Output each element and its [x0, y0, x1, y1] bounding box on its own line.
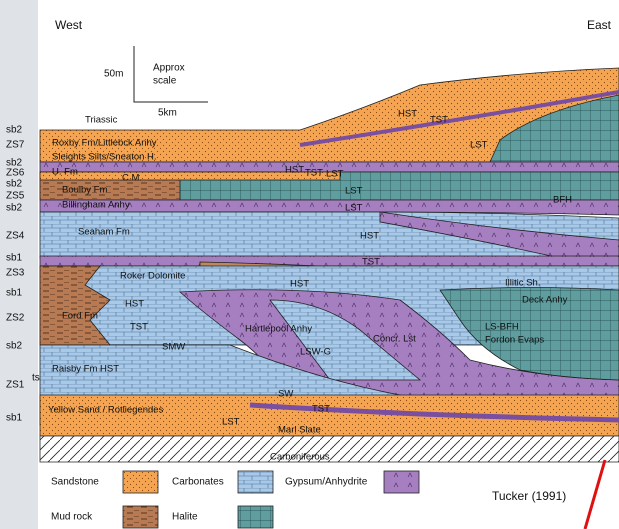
zone-label: ts	[32, 373, 40, 384]
unit-label: TST	[430, 115, 448, 126]
unit-label: SMW	[162, 342, 185, 353]
scale-note: scale	[153, 76, 177, 87]
unit-label: SW	[278, 389, 293, 400]
credit: Tucker (1991)	[492, 489, 566, 503]
zone-label: sb2	[6, 179, 23, 190]
unit-label: HST	[290, 279, 309, 290]
unit-label: BFH	[553, 195, 572, 206]
unit-label: TST	[305, 168, 323, 179]
unit-label: HST	[398, 109, 417, 120]
unit-label: Yellow Sand / Rotliegendes	[48, 405, 164, 416]
unit-label: HST	[360, 231, 379, 242]
unit-label: Marl Slate	[278, 425, 321, 436]
unit-label: Sleights Silts/Sneaton H.	[52, 152, 157, 163]
unit-label: Concr. Lst	[373, 334, 416, 345]
unit-label: Fordon Evaps	[485, 335, 544, 346]
zone-label: sb2	[6, 341, 23, 352]
unit-label: LST	[345, 203, 363, 214]
scale-horizontal: 5km	[158, 108, 177, 119]
legend-label: Halite	[172, 512, 198, 523]
zone-label: sb1	[6, 288, 23, 299]
legend-label: Carbonates	[172, 477, 224, 488]
zone-label: ZS3	[6, 268, 25, 279]
zone-label: ZS2	[6, 313, 25, 324]
unit-label: HST	[285, 165, 304, 176]
unit-label: Roker Dolomite	[120, 271, 185, 282]
unit-label: TST	[312, 404, 330, 415]
zone-label: sb2	[6, 125, 23, 136]
west-label: West	[55, 18, 83, 32]
unit-label: LST	[345, 186, 363, 197]
unit-label: TST	[362, 257, 380, 268]
unit-label: LS-BFH	[485, 322, 519, 333]
unit-label: C.M.	[122, 173, 142, 184]
scale-note: Approx	[153, 63, 185, 74]
unit-label: LST	[326, 169, 344, 180]
unit-label: Seaham Fm	[78, 227, 130, 238]
legend-label: Mud rock	[51, 512, 93, 523]
zone-label: sb1	[6, 413, 23, 424]
scale-vertical: 50m	[104, 69, 123, 80]
unit-label: U. Fm	[52, 167, 78, 178]
zone-label: ZS7	[6, 140, 25, 151]
zone-label: ZS5	[6, 191, 25, 202]
zone-label: ZS6	[6, 168, 25, 179]
unit-label: HST	[125, 299, 144, 310]
legend-label: Gypsum/Anhydrite	[285, 477, 368, 488]
unit-label: Carboniferous	[270, 452, 330, 463]
unit-label: Raisby Fm HST	[52, 364, 119, 375]
unit-label: Boulby Fm	[62, 185, 107, 196]
unit-label: Hartlepool Anhy	[245, 324, 312, 335]
unit-label: Ford Fm	[62, 311, 98, 322]
unit-label: LST	[222, 417, 240, 428]
zone-label: ZS4	[6, 231, 25, 242]
unit-label: Billingham Anhy	[62, 200, 130, 211]
unit-label: TST	[130, 322, 148, 333]
legend-label: Sandstone	[51, 477, 99, 488]
east-label: East	[587, 18, 612, 32]
unit-label: Deck Anhy	[522, 295, 568, 306]
zone-label: sb1	[6, 253, 23, 264]
zone-label: ZS1	[6, 380, 25, 391]
unit-label: LSW-G	[300, 347, 331, 358]
diagram: sb2ZS7sb2ZS6sb2ZS5sb2ZS4sb1ZS3sb1ZS2sb2t…	[0, 0, 619, 529]
unit-label: Roxby Fm/Littlebck Anhy	[52, 138, 157, 149]
unit-label: Illitic Sh.	[505, 278, 540, 289]
unit-label: LST	[470, 140, 488, 151]
unit-label: Triassic	[85, 115, 118, 126]
zone-label: sb2	[6, 203, 23, 214]
